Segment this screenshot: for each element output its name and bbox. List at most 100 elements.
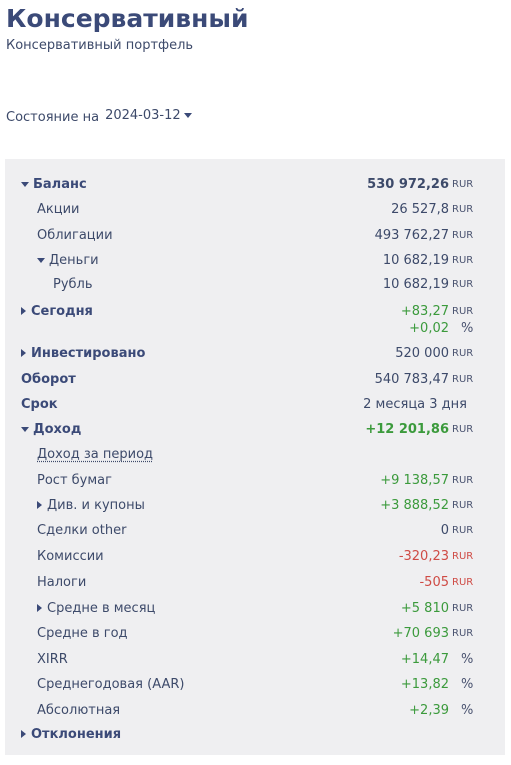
aar-value: +13,82 (400, 676, 449, 692)
absolute-value: +2,39 (409, 702, 449, 718)
row-absolute-label: Абсолютная (37, 702, 121, 718)
caret-down-icon (21, 181, 29, 187)
row-money[interactable]: Деньги 10 682,19 RUR (5, 250, 505, 270)
bonds-value: 493 762,27 (374, 227, 449, 243)
row-dividends-label: Див. и купоны (37, 495, 145, 515)
avg-month-value: +5 810 (400, 600, 449, 616)
currency-unit: RUR (452, 278, 474, 290)
row-today-percent: +0,02 % (5, 318, 505, 338)
period-income-link[interactable]: Доход за период (37, 446, 154, 462)
row-dividends[interactable]: Див. и купоны +3 888,52 RUR (5, 495, 505, 515)
today-percent-value: +0,02 (409, 320, 449, 336)
growth-value: +9 138,57 (380, 472, 449, 488)
currency-unit: RUR (452, 524, 474, 536)
currency-unit: RUR (452, 602, 474, 614)
currency-unit: RUR (452, 627, 474, 639)
dividends-value: +3 888,52 (380, 497, 449, 513)
row-invested[interactable]: Инвестировано 520 000 RUR (5, 343, 505, 363)
deals-other-value: 0 (440, 522, 449, 538)
currency-unit: RUR (452, 550, 474, 562)
turnover-value: 540 783,47 (374, 371, 449, 387)
avg-year-value: +70 693 (392, 625, 449, 641)
row-deals-other: Сделки other 0 RUR (5, 520, 505, 540)
row-aar-label: Среднегодовая (AAR) (37, 676, 185, 692)
row-avg-year-label: Средне в год (37, 625, 128, 641)
row-money-label: Деньги (37, 250, 99, 270)
caret-down-icon (37, 257, 45, 263)
row-income-label: Доход (21, 419, 81, 439)
row-deviations[interactable]: Отклонения (5, 724, 505, 744)
row-commissions: Комиссии -320,23 RUR (5, 546, 505, 566)
percent-unit: % (461, 676, 474, 692)
page-subtitle: Консервативный портфель (6, 38, 194, 53)
percent-unit: % (461, 702, 474, 718)
row-term-label: Срок (21, 396, 58, 412)
currency-unit: RUR (452, 423, 474, 435)
row-invested-label: Инвестировано (21, 343, 145, 363)
currency-unit: RUR (452, 576, 474, 588)
row-deviations-label: Отклонения (21, 724, 121, 744)
row-bonds: Облигации 493 762,27 RUR (5, 225, 505, 245)
row-avg-month-label: Средне в месяц (37, 598, 155, 618)
ruble-value: 10 682,19 (382, 276, 449, 292)
row-xirr: XIRR +14,47 % (5, 649, 505, 669)
row-balance-label: Баланс (21, 174, 87, 194)
portfolio-summary-panel: Баланс 530 972,26 RUR Акции 26 527,8 RUR… (5, 159, 505, 755)
row-term: Срок 2 месяца 3 дня (5, 394, 505, 414)
row-growth-label: Рост бумаг (37, 472, 112, 488)
row-turnover: Оборот 540 783,47 RUR (5, 369, 505, 389)
row-growth: Рост бумаг +9 138,57 RUR (5, 470, 505, 490)
row-deals-other-label: Сделки other (37, 522, 127, 538)
money-value: 10 682,19 (382, 252, 449, 268)
row-bonds-label: Облигации (37, 227, 113, 243)
term-value: 2 месяца 3 дня (363, 396, 467, 412)
invested-value: 520 000 (395, 345, 449, 361)
chevron-down-icon (183, 113, 192, 118)
income-value: +12 201,86 (365, 421, 449, 437)
xirr-value: +14,47 (400, 651, 449, 667)
row-avg-year: Средне в год +70 693 RUR (5, 623, 505, 643)
currency-unit: RUR (452, 178, 474, 190)
caret-right-icon (37, 501, 42, 509)
currency-unit: RUR (452, 373, 474, 385)
row-stocks-label: Акции (37, 201, 80, 217)
row-stocks: Акции 26 527,8 RUR (5, 199, 505, 219)
currency-unit: RUR (452, 347, 474, 359)
date-value: 2024-03-12 (105, 108, 181, 123)
row-today-label: Сегодня (21, 301, 93, 321)
row-taxes: Налоги -505 RUR (5, 572, 505, 592)
row-taxes-label: Налоги (37, 574, 87, 590)
percent-unit: % (461, 651, 474, 667)
row-balance[interactable]: Баланс 530 972,26 RUR (5, 174, 505, 194)
currency-unit: RUR (452, 229, 474, 241)
row-turnover-label: Оборот (21, 371, 76, 387)
row-aar: Среднегодовая (AAR) +13,82 % (5, 674, 505, 694)
caret-right-icon (21, 307, 26, 315)
row-period-income[interactable]: Доход за период (5, 444, 505, 464)
currency-unit: RUR (452, 203, 474, 215)
row-ruble: Рубль 10 682,19 RUR (5, 274, 505, 294)
row-ruble-label: Рубль (53, 276, 93, 292)
row-avg-month[interactable]: Средне в месяц +5 810 RUR (5, 598, 505, 618)
currency-unit: RUR (452, 474, 474, 486)
currency-unit: RUR (452, 305, 474, 317)
row-income[interactable]: Доход +12 201,86 RUR (5, 419, 505, 439)
caret-right-icon (21, 349, 26, 357)
row-xirr-label: XIRR (37, 651, 68, 667)
balance-value: 530 972,26 (367, 176, 449, 192)
percent-unit: % (461, 320, 474, 336)
row-absolute: Абсолютная +2,39 % (5, 700, 505, 720)
row-commissions-label: Комиссии (37, 548, 104, 564)
date-dropdown[interactable]: 2024-03-12 (105, 108, 192, 123)
caret-right-icon (21, 730, 26, 738)
page-title: Консервативный (6, 4, 249, 33)
currency-unit: RUR (452, 254, 474, 266)
row-today[interactable]: Сегодня +83,27 RUR (5, 301, 505, 321)
state-selector: Состояние на 2024-03-12 (6, 108, 192, 125)
caret-right-icon (37, 604, 42, 612)
commissions-value: -320,23 (398, 548, 449, 564)
taxes-value: -505 (419, 574, 449, 590)
state-label: Состояние на (6, 110, 100, 125)
caret-down-icon (21, 426, 29, 432)
today-value: +83,27 (400, 303, 449, 319)
